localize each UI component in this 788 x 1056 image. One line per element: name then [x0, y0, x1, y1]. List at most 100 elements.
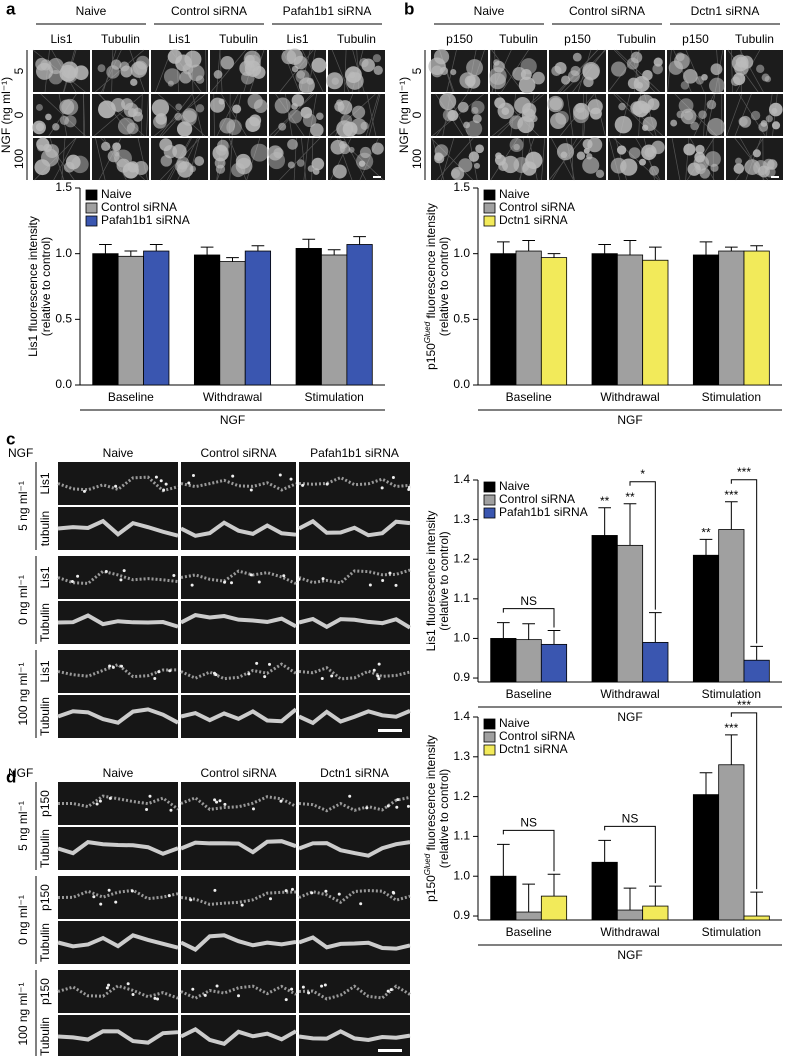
x-tick-label: Withdrawal	[600, 390, 659, 404]
cell-body	[670, 119, 678, 127]
cell-body	[653, 57, 663, 67]
significance-bracket	[730, 712, 758, 890]
axon	[180, 612, 297, 629]
puncta	[391, 890, 395, 894]
significance: ***	[737, 465, 751, 479]
puncta	[307, 991, 311, 995]
micrograph	[181, 970, 296, 1013]
puncta	[119, 578, 123, 582]
puncta	[164, 482, 168, 486]
row-title: NGF	[8, 766, 33, 780]
micrograph	[299, 827, 410, 870]
neurite	[40, 93, 86, 137]
cell-body	[352, 105, 366, 119]
subcolumn-header: Tubulin	[735, 32, 774, 46]
puncta	[359, 902, 363, 906]
bar	[117, 255, 144, 386]
y-axis-label: (relative to control)	[437, 769, 451, 868]
error-bar	[251, 245, 265, 252]
puncta	[377, 677, 381, 681]
axon	[57, 518, 179, 538]
y-tick-label: 1.1	[453, 829, 470, 843]
y-axis-label: Lis1 fluorescence intensity	[424, 511, 438, 652]
puncta	[131, 993, 135, 997]
cell-body	[474, 162, 481, 169]
error-bar	[522, 623, 535, 640]
legend-swatch	[85, 189, 98, 201]
cell-body	[707, 118, 725, 136]
bar	[692, 254, 720, 386]
x-tick-label: Baseline	[506, 687, 552, 701]
cell-body	[244, 60, 262, 77]
micrograph	[181, 782, 296, 825]
error-bar	[725, 734, 738, 765]
puncta	[368, 583, 372, 587]
axon	[180, 662, 297, 681]
puncta	[310, 891, 314, 895]
puncta	[154, 475, 158, 479]
subcolumn-header: p150	[446, 32, 473, 46]
row-label: 100 ng ml⁻¹	[16, 662, 30, 725]
cell-body	[61, 98, 79, 116]
panel-label: b	[404, 0, 414, 18]
y-tick-label: 1.2	[453, 551, 470, 565]
cell-body	[706, 99, 717, 110]
cell-body	[291, 65, 299, 73]
cell-body	[311, 57, 327, 73]
bar	[718, 250, 745, 386]
cell-body	[699, 168, 711, 179]
neurite	[279, 137, 321, 181]
cell-body	[326, 72, 344, 90]
error-bar	[649, 612, 662, 643]
cell-body	[296, 70, 305, 79]
cell-body	[163, 144, 178, 159]
legend-swatch	[483, 494, 496, 506]
channel-label: Tubulin	[38, 1017, 52, 1056]
neurite	[726, 93, 743, 137]
puncta	[70, 579, 74, 583]
bar	[295, 248, 322, 386]
puncta	[268, 662, 272, 666]
axon	[298, 795, 411, 813]
micrograph	[181, 876, 296, 919]
micrograph	[58, 695, 178, 738]
puncta	[240, 903, 244, 907]
cell-body	[520, 69, 532, 80]
puncta	[386, 989, 390, 993]
neurite	[491, 49, 524, 93]
y-axis-label-part: p150	[424, 875, 438, 902]
row-label: 5 ng ml⁻¹	[16, 481, 30, 531]
cell-body	[532, 71, 545, 85]
puncta	[162, 488, 166, 492]
panel-label: c	[6, 429, 15, 448]
puncta	[148, 794, 152, 798]
neurite	[301, 137, 307, 181]
cell-body	[764, 75, 772, 83]
y-tick-label: 1.3	[453, 512, 470, 526]
y-tick-label: 1.0	[453, 246, 470, 260]
cell-body	[213, 70, 223, 79]
error-bar	[547, 873, 561, 897]
cell-body	[547, 95, 564, 113]
cell-body	[40, 148, 59, 167]
cell-body	[336, 120, 354, 138]
y-axis-label: p150Glued fluorescence intensity	[423, 203, 439, 370]
puncta	[120, 664, 124, 668]
row-label: 100	[12, 149, 26, 169]
cell-body	[489, 72, 506, 90]
axon	[57, 888, 179, 901]
cell-body	[730, 76, 741, 87]
puncta	[394, 583, 398, 587]
puncta	[190, 583, 194, 587]
y-axis-label: (relative to control)	[437, 531, 451, 630]
cell-body	[111, 98, 126, 112]
puncta	[145, 808, 149, 812]
cell-body	[433, 49, 450, 65]
bar	[591, 253, 618, 386]
channel-label: tubulin	[38, 511, 52, 546]
error-bar	[750, 891, 763, 917]
cell-body	[497, 102, 514, 120]
legend-label: Pafah1b1 siRNA	[499, 505, 588, 519]
neurite	[61, 137, 66, 181]
